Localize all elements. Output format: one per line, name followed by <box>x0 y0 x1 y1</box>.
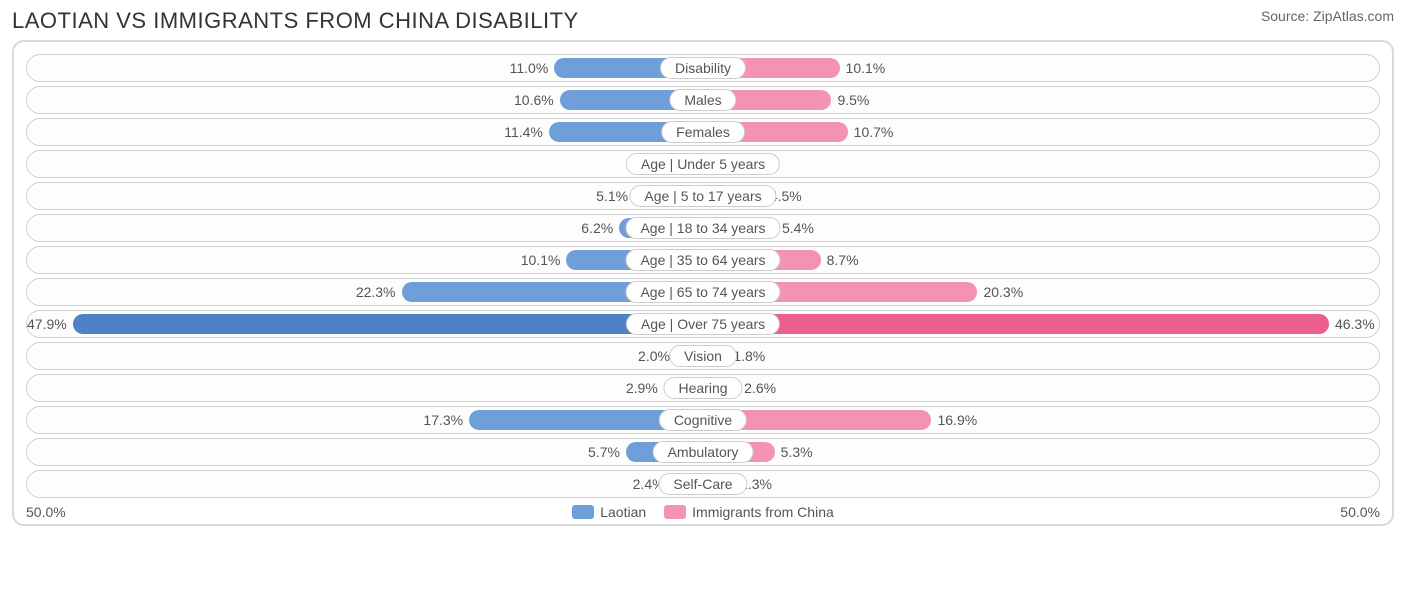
value-label-left: 11.4% <box>504 124 543 140</box>
category-label: Age | Over 75 years <box>626 313 780 335</box>
category-label: Age | Under 5 years <box>626 153 780 175</box>
value-label-right: 16.9% <box>937 412 977 428</box>
source-label: Source: ZipAtlas.com <box>1261 8 1394 24</box>
bar-half-left: 5.1% <box>27 183 703 209</box>
rows-container: 11.0%10.1%Disability10.6%9.5%Males11.4%1… <box>18 54 1388 498</box>
bar-half-left: 2.4% <box>27 471 703 497</box>
legend-item-right: Immigrants from China <box>664 504 834 520</box>
category-label: Cognitive <box>659 409 747 431</box>
chart-row: 17.3% 16.9% Cognitive <box>26 406 1380 434</box>
value-label-right: 8.7% <box>827 252 859 268</box>
bar-half-right: 20.3% <box>703 279 1379 305</box>
bar-half-right: 0.96% <box>703 151 1379 177</box>
category-label: Disability <box>660 57 746 79</box>
bar-half-left: 10.6% <box>27 87 703 113</box>
chart-row: 5.1% 4.5%Age | 5 to 17 years <box>26 182 1380 210</box>
category-label: Ambulatory <box>653 441 754 463</box>
axis-right-label: 50.0% <box>1340 504 1380 520</box>
value-label-right: 2.6% <box>744 380 776 396</box>
chart-row: 11.4% 10.7% Females <box>26 118 1380 146</box>
chart-row: 2.0% 1.8%Vision <box>26 342 1380 370</box>
category-label: Age | 18 to 34 years <box>625 217 780 239</box>
bar-half-right: 5.4% <box>703 215 1379 241</box>
bar-half-right: 2.6% <box>703 375 1379 401</box>
bar-half-left: 1.2% <box>27 151 703 177</box>
chart-row: 5.7% 5.3% Ambulatory <box>26 438 1380 466</box>
bar-half-left: 6.2% <box>27 215 703 241</box>
legend-swatch-left <box>572 505 594 519</box>
value-label-left: 2.9% <box>626 380 658 396</box>
legend-item-left: Laotian <box>572 504 646 520</box>
chart-title: LAOTIAN VS IMMIGRANTS FROM CHINA DISABIL… <box>12 8 579 34</box>
bar-half-left: 10.1% <box>27 247 703 273</box>
category-label: Age | 65 to 74 years <box>625 281 780 303</box>
value-label-right: 10.1% <box>846 60 886 76</box>
category-label: Age | 35 to 64 years <box>625 249 780 271</box>
bar-half-right: 16.9% <box>703 407 1379 433</box>
bar-half-left: 2.0% <box>27 343 703 369</box>
chart-footer: 50.0% Laotian Immigrants from China 50.0… <box>18 504 1388 520</box>
bar-half-right: 2.3% <box>703 471 1379 497</box>
axis-left-label: 50.0% <box>26 504 66 520</box>
bar-left <box>73 314 703 334</box>
chart-row: 2.4%2.3%Self-Care <box>26 470 1380 498</box>
value-label-left: 5.1% <box>596 188 628 204</box>
bar-half-right: 1.8% <box>703 343 1379 369</box>
category-label: Self-Care <box>658 473 747 495</box>
bar-half-left: 17.3% <box>27 407 703 433</box>
category-label: Males <box>669 89 736 111</box>
value-label-left: 6.2% <box>581 220 613 236</box>
value-label-left: 10.1% <box>521 252 561 268</box>
bar-half-right: 9.5% <box>703 87 1379 113</box>
category-label: Vision <box>669 345 737 367</box>
chart-area: 11.0%10.1%Disability10.6%9.5%Males11.4%1… <box>12 40 1394 526</box>
category-label: Hearing <box>663 377 742 399</box>
legend-label-left: Laotian <box>600 504 646 520</box>
bar-half-right: 5.3% <box>703 439 1379 465</box>
chart-row: 22.3% 20.3% Age | 65 to 74 years <box>26 278 1380 306</box>
bar-right <box>703 314 1329 334</box>
value-label-left: 47.9% <box>27 316 67 332</box>
bar-half-left: 5.7% <box>27 439 703 465</box>
chart-row: 11.0% 10.1% Disability <box>26 54 1380 82</box>
value-label-right: 46.3% <box>1335 316 1375 332</box>
value-label-left: 22.3% <box>356 284 396 300</box>
value-label-right: 1.8% <box>733 348 765 364</box>
chart-row: 10.6% 9.5% Males <box>26 86 1380 114</box>
chart-row: 10.1% 8.7% Age | 35 to 64 years <box>26 246 1380 274</box>
value-label-right: 10.7% <box>854 124 894 140</box>
bar-half-left: 22.3% <box>27 279 703 305</box>
value-label-left: 2.0% <box>638 348 670 364</box>
value-label-right: 9.5% <box>837 92 869 108</box>
header: LAOTIAN VS IMMIGRANTS FROM CHINA DISABIL… <box>12 8 1394 34</box>
bar-half-left: 11.0% <box>27 55 703 81</box>
legend: Laotian Immigrants from China <box>66 504 1341 520</box>
value-label-left: 5.7% <box>588 444 620 460</box>
legend-label-right: Immigrants from China <box>692 504 834 520</box>
bar-half-right: 46.3% <box>703 311 1379 337</box>
bar-half-right: 10.7% <box>703 119 1379 145</box>
bar-half-right: 10.1% <box>703 55 1379 81</box>
bar-half-left: 2.9% <box>27 375 703 401</box>
value-label-left: 17.3% <box>423 412 463 428</box>
value-label-left: 11.0% <box>510 60 549 76</box>
chart-row: 2.9% 2.6%Hearing <box>26 374 1380 402</box>
chart-row: 6.2% 5.4%Age | 18 to 34 years <box>26 214 1380 242</box>
chart-row: 47.9% 46.3% Age | Over 75 years <box>26 310 1380 338</box>
bar-half-left: 11.4% <box>27 119 703 145</box>
value-label-right: 5.4% <box>782 220 814 236</box>
bar-half-right: 4.5% <box>703 183 1379 209</box>
legend-swatch-right <box>664 505 686 519</box>
chart-row: 1.2%0.96%Age | Under 5 years <box>26 150 1380 178</box>
bar-half-right: 8.7% <box>703 247 1379 273</box>
category-label: Age | 5 to 17 years <box>629 185 776 207</box>
category-label: Females <box>661 121 745 143</box>
value-label-right: 20.3% <box>983 284 1023 300</box>
value-label-left: 10.6% <box>514 92 554 108</box>
bar-half-left: 47.9% <box>27 311 703 337</box>
value-label-right: 5.3% <box>781 444 813 460</box>
